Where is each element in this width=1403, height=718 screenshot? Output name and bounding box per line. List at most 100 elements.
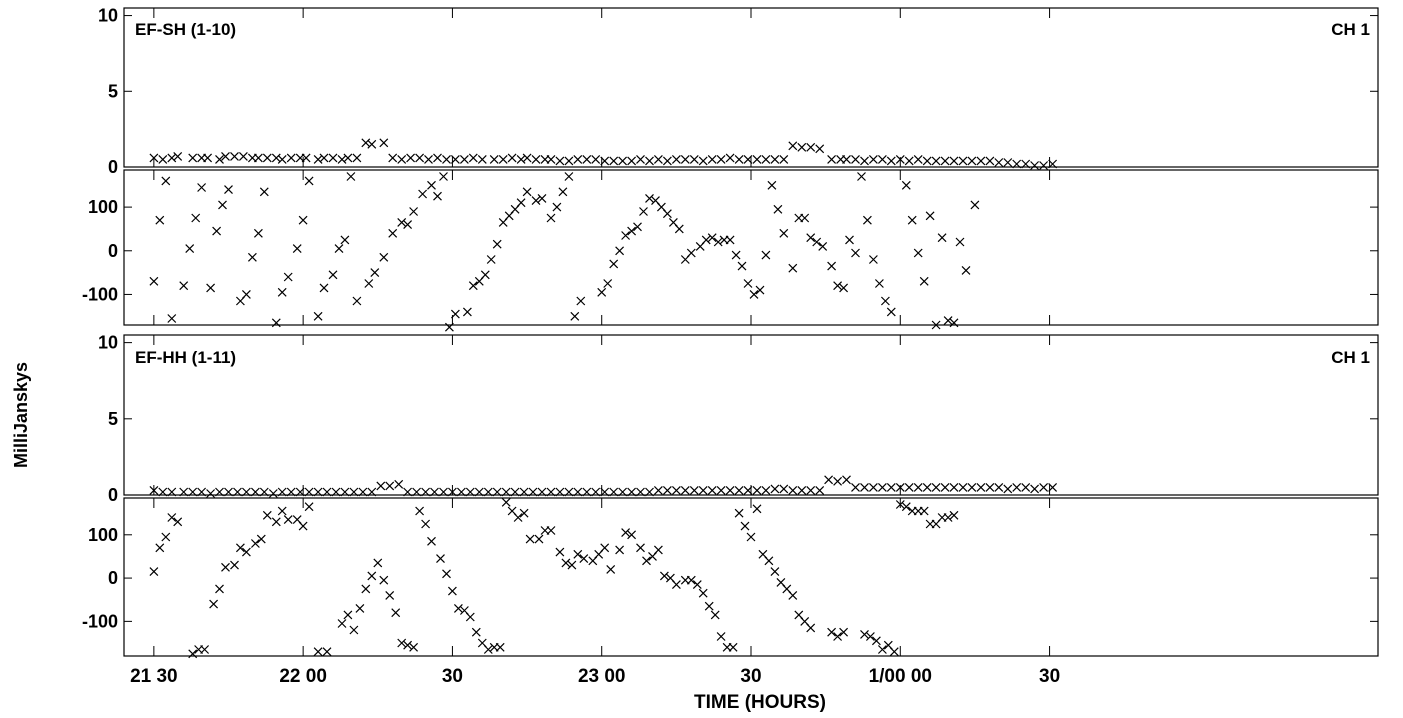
data-point — [770, 484, 780, 494]
data-point — [922, 156, 932, 166]
data-point — [519, 508, 529, 518]
data-point — [871, 636, 881, 646]
data-point — [886, 482, 896, 492]
data-point — [949, 510, 959, 520]
data-point — [839, 627, 849, 637]
data-point — [501, 487, 511, 497]
data-point — [271, 517, 281, 527]
data-point — [824, 475, 834, 485]
data-point — [880, 296, 890, 306]
data-point — [531, 154, 541, 164]
x-tick-label: 1/00 00 — [869, 666, 932, 687]
data-point — [919, 276, 929, 286]
data-point — [943, 513, 953, 522]
data-point — [173, 151, 183, 161]
data-point — [468, 153, 478, 163]
data-point — [743, 485, 753, 495]
data-point — [531, 196, 541, 206]
data-point — [1012, 159, 1022, 169]
data-point — [212, 226, 222, 236]
data-point — [1048, 482, 1058, 492]
data-point — [439, 172, 448, 181]
data-point — [250, 539, 260, 548]
data-point — [576, 296, 586, 306]
data-point — [421, 487, 431, 497]
data-point — [471, 627, 481, 637]
panel-frame — [123, 334, 1379, 496]
data-point — [295, 487, 305, 497]
data-point — [450, 154, 460, 164]
panel-ef-sh-amplitude: EF-SH (1-10) CH 1 0 5 10 — [98, 6, 1379, 177]
data-point — [692, 580, 702, 590]
data-point — [537, 193, 547, 203]
data-point — [250, 487, 260, 497]
y-tick-label: 10 — [98, 6, 118, 26]
x-axis: 21 30 22 00 30 23 00 30 1/00 00 30 — [130, 666, 1060, 687]
data-point — [203, 153, 213, 163]
data-point — [439, 487, 448, 497]
data-point — [827, 627, 837, 637]
data-point — [447, 586, 457, 596]
data-point — [167, 487, 177, 497]
data-point — [788, 485, 798, 495]
data-point — [480, 270, 490, 280]
data-point — [1039, 161, 1049, 170]
data-point — [1003, 158, 1013, 167]
data-point — [689, 154, 699, 164]
data-point — [546, 487, 556, 497]
data-point — [937, 233, 947, 243]
data-point — [259, 487, 269, 497]
panel-ef-sh-phase: -100 0 100 — [82, 169, 1379, 332]
data-point — [618, 156, 628, 166]
data-point — [704, 601, 714, 611]
data-point — [806, 142, 816, 152]
data-point — [985, 156, 995, 166]
data-point — [788, 263, 798, 273]
data-point — [609, 156, 619, 166]
data-point — [603, 279, 613, 288]
data-point — [247, 252, 257, 262]
y-tick-label: -100 — [82, 611, 118, 631]
data-point — [845, 235, 854, 245]
data-point — [788, 590, 798, 600]
data-point — [579, 554, 589, 564]
data-point — [403, 220, 413, 230]
data-point — [564, 172, 574, 181]
data-point — [379, 138, 389, 148]
data-point — [931, 156, 941, 166]
x-axis-title: TIME (HOURS) — [694, 692, 826, 713]
data-point — [636, 487, 645, 497]
data-point — [734, 508, 744, 518]
data-point — [313, 154, 323, 164]
data-point — [158, 487, 168, 497]
data-point — [818, 241, 828, 251]
data-point — [761, 485, 771, 495]
data-point — [877, 645, 887, 654]
data-point — [743, 279, 753, 288]
data-point — [627, 487, 637, 497]
data-point — [304, 176, 314, 186]
data-point — [985, 482, 995, 492]
data-point — [716, 154, 726, 164]
data-point — [800, 213, 810, 223]
data-point — [851, 482, 860, 492]
data-point — [609, 487, 619, 497]
data-point — [412, 487, 422, 497]
data-point — [161, 176, 171, 186]
data-point — [322, 647, 332, 657]
x-tick-label: 30 — [740, 666, 761, 687]
data-point — [707, 233, 717, 243]
data-point — [349, 487, 359, 497]
data-point — [343, 153, 353, 163]
data-point — [636, 543, 645, 553]
data-point — [406, 153, 416, 163]
data-point — [940, 482, 950, 492]
data-point — [537, 487, 547, 497]
data-point — [689, 485, 699, 495]
data-point — [555, 156, 565, 166]
data-point — [761, 154, 771, 164]
data-point — [773, 204, 783, 214]
data-point — [913, 248, 923, 258]
data-point — [277, 154, 287, 164]
